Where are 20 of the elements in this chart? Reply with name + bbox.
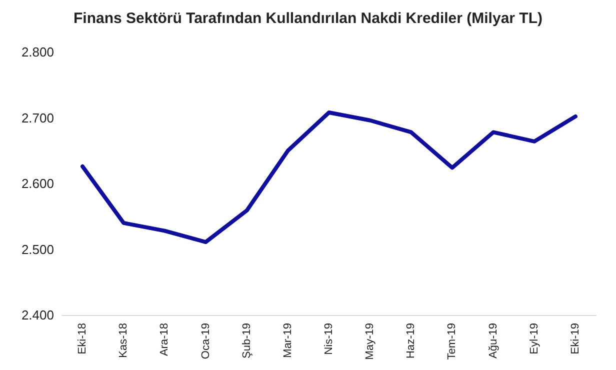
y-tick-label: 2.500 [21, 242, 54, 257]
x-tick-label: Ağu-19 [487, 323, 500, 358]
x-tick-label: Mar-19 [282, 323, 294, 358]
y-tick-label: 2.600 [21, 176, 54, 191]
chart-title: Finans Sektörü Tarafından Kullandırılan Nakdi Krediler (Milyar TL) [74, 10, 542, 27]
x-tick-label: Ara-18 [158, 323, 171, 356]
x-tick-label: Oca-19 [200, 323, 212, 360]
x-tick-label: Şub-19 [240, 323, 253, 358]
x-tick-label: Nis-19 [323, 323, 335, 355]
y-tick-label: 2.700 [21, 110, 54, 126]
x-tick-label: Eki-19 [569, 323, 582, 354]
x-tick-label: Kas-18 [118, 323, 130, 358]
y-tick-label: 2.800 [21, 44, 54, 60]
x-tick-label: Eki-18 [76, 323, 89, 354]
x-tick-label: Eyl-19 [528, 323, 540, 354]
x-tick-label: May-19 [364, 323, 376, 360]
line-series [80, 110, 578, 244]
x-tick-label: Tem-19 [446, 323, 458, 360]
x-tick-label: Haz-19 [405, 323, 418, 358]
y-tick-label: 2.400 [21, 308, 54, 322]
